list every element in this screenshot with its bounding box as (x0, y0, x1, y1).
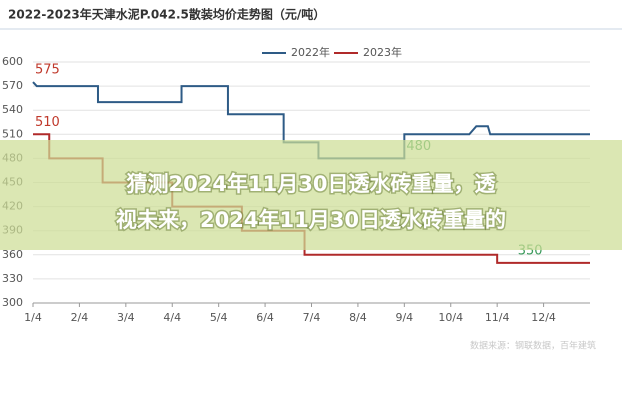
x-tick-label: 6/4 (256, 311, 274, 324)
x-tick-label: 12/4 (531, 311, 556, 324)
x-tick-label: 7/4 (303, 311, 321, 324)
overlay-text: 视未来，2024年11月30日透水砖重量的 (116, 208, 506, 232)
chart-title: 2022-2023年天津水泥P.042.5散装均价走势图（元/吨） (8, 7, 325, 22)
x-tick-label: 10/4 (438, 311, 463, 324)
overlay-banner (0, 140, 622, 250)
y-tick-label: 570 (2, 79, 23, 92)
overlay-text: 猜测2024年11月30日透水砖重量，透 (126, 172, 497, 196)
x-tick-label: 2/4 (71, 311, 89, 324)
x-tick-label: 3/4 (117, 311, 135, 324)
x-tick-label: 1/4 (24, 311, 42, 324)
y-tick-label: 330 (2, 272, 23, 285)
y-tick-label: 510 (2, 127, 23, 140)
annotation: 575 (35, 63, 60, 78)
x-tick-label: 5/4 (210, 311, 228, 324)
legend-label: 2022年 (291, 45, 330, 59)
x-tick-label: 8/4 (349, 311, 367, 324)
x-tick-label: 4/4 (163, 311, 181, 324)
annotation: 510 (35, 115, 60, 130)
y-tick-label: 600 (2, 55, 23, 68)
x-tick-label: 11/4 (485, 311, 510, 324)
x-tick-label: 9/4 (395, 311, 413, 324)
legend-label: 2023年 (363, 45, 402, 59)
y-tick-label: 360 (2, 248, 23, 261)
watermark: 数据来源：钢联数据，百年建筑 (470, 340, 596, 352)
y-tick-label: 300 (2, 296, 23, 309)
y-tick-label: 540 (2, 103, 23, 116)
